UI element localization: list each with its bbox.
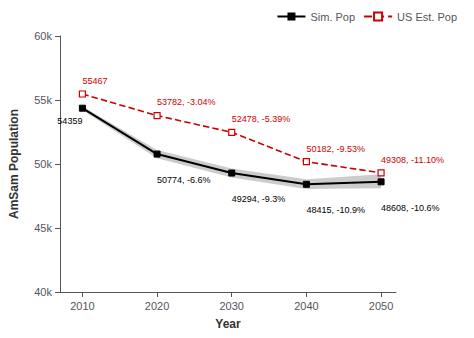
svg-text:AmSam Population: AmSam Population — [7, 109, 21, 219]
svg-text:2030: 2030 — [219, 300, 243, 312]
svg-text:48415, -10.9%: 48415, -10.9% — [306, 205, 365, 215]
svg-text:2040: 2040 — [294, 300, 318, 312]
svg-text:US Est. Pop: US Est. Pop — [397, 11, 457, 23]
svg-text:55k: 55k — [34, 94, 52, 106]
svg-text:2020: 2020 — [145, 300, 169, 312]
svg-text:45k: 45k — [34, 222, 52, 234]
svg-text:50774, -6.6%: 50774, -6.6% — [157, 175, 211, 185]
svg-text:55467: 55467 — [82, 76, 107, 86]
svg-text:52478, -5.39%: 52478, -5.39% — [232, 114, 291, 124]
svg-text:40k: 40k — [34, 286, 52, 298]
svg-text:2010: 2010 — [70, 300, 94, 312]
svg-text:49294, -9.3%: 49294, -9.3% — [232, 194, 286, 204]
svg-text:2050: 2050 — [369, 300, 393, 312]
svg-text:Sim. Pop: Sim. Pop — [310, 11, 355, 23]
svg-text:53782, -3.04%: 53782, -3.04% — [157, 97, 216, 107]
svg-text:49308, -11.10%: 49308, -11.10% — [381, 155, 444, 165]
svg-text:48608, -10.6%: 48608, -10.6% — [381, 203, 440, 213]
svg-text:50k: 50k — [34, 158, 52, 170]
svg-text:60k: 60k — [34, 30, 52, 42]
svg-text:Year: Year — [215, 317, 241, 331]
svg-text:54359: 54359 — [57, 116, 82, 126]
svg-text:50182, -9.53%: 50182, -9.53% — [306, 144, 365, 154]
